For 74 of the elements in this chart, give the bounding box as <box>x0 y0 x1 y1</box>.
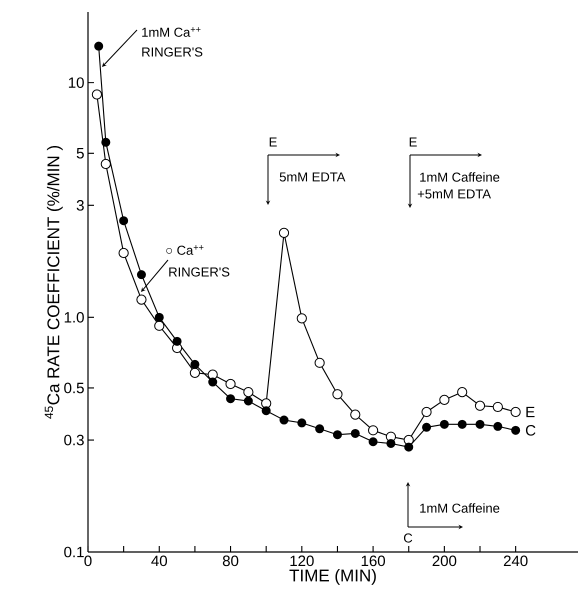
point <box>386 438 396 448</box>
annotation: 1mM Caffeine <box>420 503 500 513</box>
point <box>280 416 288 425</box>
point <box>458 420 467 429</box>
annotation: RINGER'S <box>169 267 230 277</box>
annotation: 1mM Caffeine <box>420 172 500 182</box>
point <box>476 420 485 429</box>
x-tick-label: 240 <box>504 556 528 566</box>
point <box>262 406 271 416</box>
point <box>492 402 503 412</box>
point <box>278 228 290 238</box>
y-tick-label: 1.0 <box>64 312 84 323</box>
point <box>315 424 324 434</box>
x-axis-title: TIME (MIN) <box>289 569 376 585</box>
x-tick-label: 160 <box>362 556 386 566</box>
point <box>94 42 104 51</box>
point <box>350 428 360 438</box>
y-tick-label: 0.5 <box>64 382 84 394</box>
point <box>244 396 253 406</box>
point <box>190 368 200 378</box>
point <box>474 400 486 411</box>
annotation: 1mM Ca$^{++}$ <box>142 27 200 37</box>
y-axis-title: $^{45}$Ca RATE COEFFICIENT (%/MIN ) <box>44 146 63 419</box>
x-tick-label: 40 <box>151 556 168 566</box>
annotation: +5mM EDTA <box>418 189 491 199</box>
point <box>404 442 414 452</box>
point <box>190 360 200 369</box>
point <box>314 358 325 368</box>
point <box>368 425 378 436</box>
point <box>136 294 147 305</box>
point <box>350 410 360 420</box>
annotation: E <box>270 138 277 146</box>
point <box>422 422 432 432</box>
point <box>100 158 111 170</box>
point <box>101 138 110 147</box>
point <box>457 387 468 398</box>
x-tick-label: 120 <box>290 556 314 566</box>
y-tick-label: 0.3 <box>64 434 84 446</box>
point <box>511 426 520 435</box>
point <box>332 430 342 440</box>
y-tick-label: 10 <box>68 77 84 88</box>
annotation: ○ Ca$^{++}$ <box>166 245 204 255</box>
x-tick-label: 0 <box>84 556 92 566</box>
annotation: RINGER'S <box>142 47 202 57</box>
y-tick-label: 0.1 <box>64 546 84 558</box>
series-label: C <box>526 425 536 436</box>
point <box>421 406 432 418</box>
x-tick-label: 80 <box>222 556 238 566</box>
point <box>208 378 218 387</box>
point <box>296 313 307 324</box>
annotation: C <box>404 533 412 543</box>
annotation: E <box>410 138 417 146</box>
point <box>118 248 129 258</box>
point <box>297 418 306 428</box>
point <box>136 270 146 280</box>
point <box>493 422 502 431</box>
annotation: 5mM EDTA <box>280 172 346 182</box>
point <box>243 387 254 398</box>
point <box>439 394 450 405</box>
point <box>368 437 378 446</box>
series-label: E <box>526 406 535 418</box>
point <box>510 406 521 418</box>
point <box>172 336 182 346</box>
point <box>154 312 164 322</box>
point <box>92 89 102 100</box>
point <box>226 394 236 404</box>
point <box>225 378 236 390</box>
x-tick-label: 200 <box>432 556 456 566</box>
point <box>154 320 164 331</box>
y-tick-label: 3 <box>76 200 84 211</box>
y-tick-label: 5 <box>76 148 84 159</box>
point <box>119 216 128 226</box>
point <box>332 389 343 400</box>
point <box>440 420 449 429</box>
